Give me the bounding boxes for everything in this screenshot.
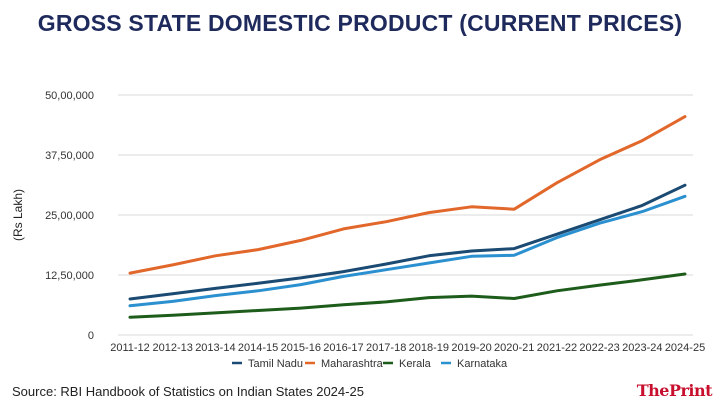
legend-label: Kerala xyxy=(399,358,432,370)
x-tick-label: 2014-15 xyxy=(238,342,278,354)
y-axis-title: (Rs Lakh) xyxy=(11,189,25,241)
series-line-tamil-nadu xyxy=(128,183,687,301)
x-axis-ticks: 2011-12 2012-13 2013-14 2014-15 2015-16 2016-… xyxy=(110,342,705,354)
series-lines xyxy=(128,115,687,319)
x-tick-label: 2020-21 xyxy=(494,342,534,354)
x-tick-label: 2023-24 xyxy=(622,342,662,354)
x-tick-label: 2024-25 xyxy=(665,342,705,354)
x-tick-label: 2017-18 xyxy=(366,342,406,354)
x-tick-label: 2022-23 xyxy=(579,342,619,354)
y-tick-label: 12,50,000 xyxy=(45,270,94,282)
series-line-karnataka xyxy=(128,194,687,308)
x-tick-label: 2016-17 xyxy=(323,342,363,354)
y-tick-label: 0 xyxy=(88,330,94,342)
legend-label: Karnataka xyxy=(457,358,508,370)
x-tick-label: 2019-20 xyxy=(451,342,491,354)
chart-title: GROSS STATE DOMESTIC PRODUCT (CURRENT PR… xyxy=(37,10,683,36)
y-axis-ticks: 0 12,50,000 25,00,000 37,50,000 50,00,000 xyxy=(45,90,94,342)
x-tick-label: 2021-22 xyxy=(537,342,577,354)
y-tick-label: 50,00,000 xyxy=(45,90,94,102)
x-tick-label: 2013-14 xyxy=(195,342,235,354)
legend: Tamil Nadu Maharashtra Kerala Karnataka xyxy=(232,358,508,370)
series-line-maharashtra xyxy=(128,115,687,275)
x-tick-label: 2012-13 xyxy=(153,342,193,354)
gridlines xyxy=(118,94,693,336)
x-tick-label: 2011-12 xyxy=(110,342,150,354)
y-tick-label: 37,50,000 xyxy=(45,150,94,162)
legend-label: Tamil Nadu xyxy=(248,358,303,370)
x-tick-label: 2018-19 xyxy=(409,342,449,354)
x-tick-label: 2015-16 xyxy=(281,342,321,354)
legend-label: Maharashtra xyxy=(321,358,384,370)
brand-logo: ThePrint xyxy=(636,381,713,400)
y-tick-label: 25,00,000 xyxy=(45,210,94,222)
source-note: Source: RBI Handbook of Statistics on In… xyxy=(12,384,364,399)
series-line-kerala xyxy=(128,272,687,319)
